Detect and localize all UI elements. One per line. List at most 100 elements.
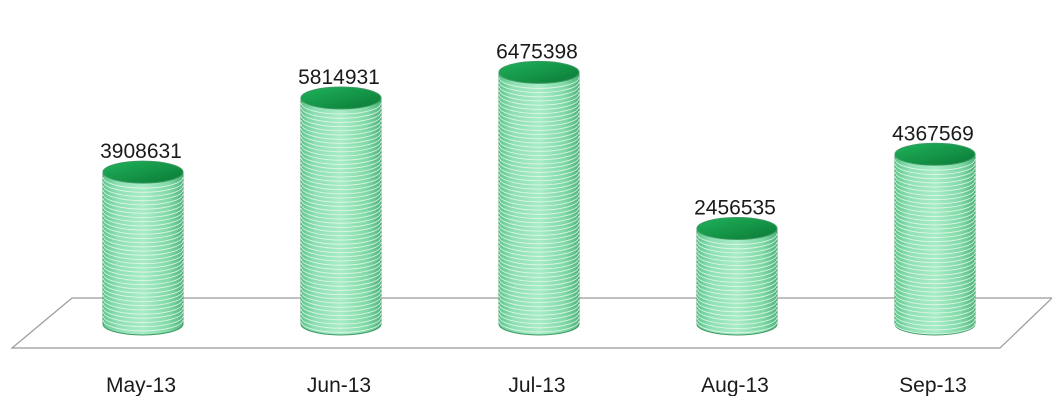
bar-body — [498, 71, 580, 336]
bar-ring-line — [498, 295, 580, 308]
x-tick-label: Sep-13 — [899, 374, 967, 396]
bar-ring-line — [498, 98, 580, 110]
bar-ring-line — [102, 256, 184, 269]
bar-ring-lines — [300, 102, 382, 333]
bar-ring-line — [498, 89, 580, 102]
bar-top-cap — [498, 60, 580, 84]
bar-ring-line — [102, 244, 184, 256]
bar-may-13 — [102, 160, 184, 336]
bar-ring-line — [300, 102, 382, 115]
bar-ring-line — [894, 209, 976, 222]
bar-ring-line — [498, 253, 580, 266]
bar-ring-line — [696, 271, 778, 283]
bar-ring-line — [102, 231, 184, 244]
bar-ring-line — [498, 228, 580, 241]
bar-ring-line — [498, 169, 580, 182]
bar-ring-line — [300, 291, 382, 304]
bar-ring-line — [894, 163, 976, 175]
bar-ring-line — [300, 203, 382, 216]
bar-ring-line — [894, 213, 976, 226]
bar-top-cap — [102, 160, 184, 184]
bar-ring-line — [300, 140, 382, 153]
bar-ring-line — [894, 255, 976, 268]
bar-ring-line — [300, 283, 382, 296]
bar-ring-line — [498, 283, 580, 295]
bar-ring-line — [696, 267, 778, 279]
bar-ring-line — [894, 251, 976, 264]
bar-ring-line — [300, 224, 382, 237]
bar-ring-line — [894, 226, 976, 238]
bar-ring-line — [300, 174, 382, 186]
bar-ring-line — [894, 243, 976, 255]
bar-ring-line — [894, 239, 976, 251]
bar-ring-line — [498, 140, 580, 152]
bar-ring-line — [696, 309, 778, 321]
bar-top-cap — [696, 217, 778, 241]
bars-group — [102, 60, 976, 336]
bar-ring-lines — [102, 177, 184, 332]
bar-ring-line — [894, 180, 976, 192]
bar-ring-line — [498, 106, 580, 119]
x-tick-label: Jun-13 — [307, 374, 371, 396]
bar-ring-line — [498, 249, 580, 262]
bar-ring-line — [894, 171, 976, 184]
bar-ring-line — [498, 178, 580, 190]
bar-ring-line — [894, 318, 976, 331]
bar-ring-line — [102, 252, 184, 265]
bar-sep-13 — [894, 142, 976, 336]
bar-ring-line — [498, 266, 580, 278]
data-label: 4367569 — [892, 122, 974, 145]
bar-ring-line — [300, 266, 382, 279]
bar-ring-line — [498, 161, 580, 173]
bar-ring-line — [498, 215, 580, 228]
bar-body — [300, 97, 382, 336]
bar-ring-line — [498, 102, 580, 115]
bar-ring-line — [498, 152, 580, 165]
bar-ring-line — [300, 144, 382, 157]
bar-ring-line — [696, 275, 778, 287]
bar-ring-line — [696, 283, 778, 296]
bar-ring-line — [696, 237, 778, 250]
bar-ring-line — [300, 300, 382, 312]
bar-ring-line — [300, 178, 382, 191]
bar-ring-line — [498, 278, 580, 291]
bar-ring-line — [300, 182, 382, 195]
bar-ring-line — [696, 250, 778, 262]
bar-ring-line — [300, 128, 382, 140]
bar-ring-line — [894, 310, 976, 322]
data-label: 6475398 — [496, 40, 578, 63]
bar-ring-line — [498, 207, 580, 220]
bar-ring-line — [300, 279, 382, 291]
bar-ring-line — [498, 232, 580, 245]
bar-ring-line — [894, 176, 976, 188]
bar-ring-line — [498, 186, 580, 199]
bar-ring-line — [102, 214, 184, 227]
bar-ring-lines — [894, 159, 976, 335]
bar-ring-line — [300, 308, 382, 321]
bar-body — [894, 153, 976, 336]
bar-jul-13 — [498, 60, 580, 336]
bar-ring-line — [894, 167, 976, 180]
bar-ring-line — [894, 323, 976, 335]
bar-ring-line — [102, 185, 184, 197]
bar-ring-line — [102, 282, 184, 294]
bar-ring-line — [498, 173, 580, 186]
bar-ring-line — [894, 188, 976, 201]
bar-ring-line — [498, 77, 580, 89]
data-label: 2456535 — [694, 197, 776, 220]
bar-ring-line — [300, 296, 382, 308]
bar-ring-line — [300, 237, 382, 249]
bar-ring-line — [498, 119, 580, 131]
bar-ring-line — [498, 127, 580, 140]
bar-ring-line — [300, 136, 382, 149]
bar-ring-line — [696, 296, 778, 308]
bar-ring-line — [102, 273, 184, 286]
data-labels-group: 3908631 5814931 6475398 2456535 4367569 — [100, 40, 974, 219]
bar-ring-line — [102, 298, 184, 311]
bar-ring-line — [894, 205, 976, 217]
bar-ring-line — [102, 240, 184, 252]
x-axis-tick-labels: May-13 Jun-13 Jul-13 Aug-13 Sep-13 — [106, 374, 967, 396]
bar-ring-line — [300, 165, 382, 178]
bar-ring-line — [498, 220, 580, 232]
bar-ring-line — [498, 224, 580, 236]
